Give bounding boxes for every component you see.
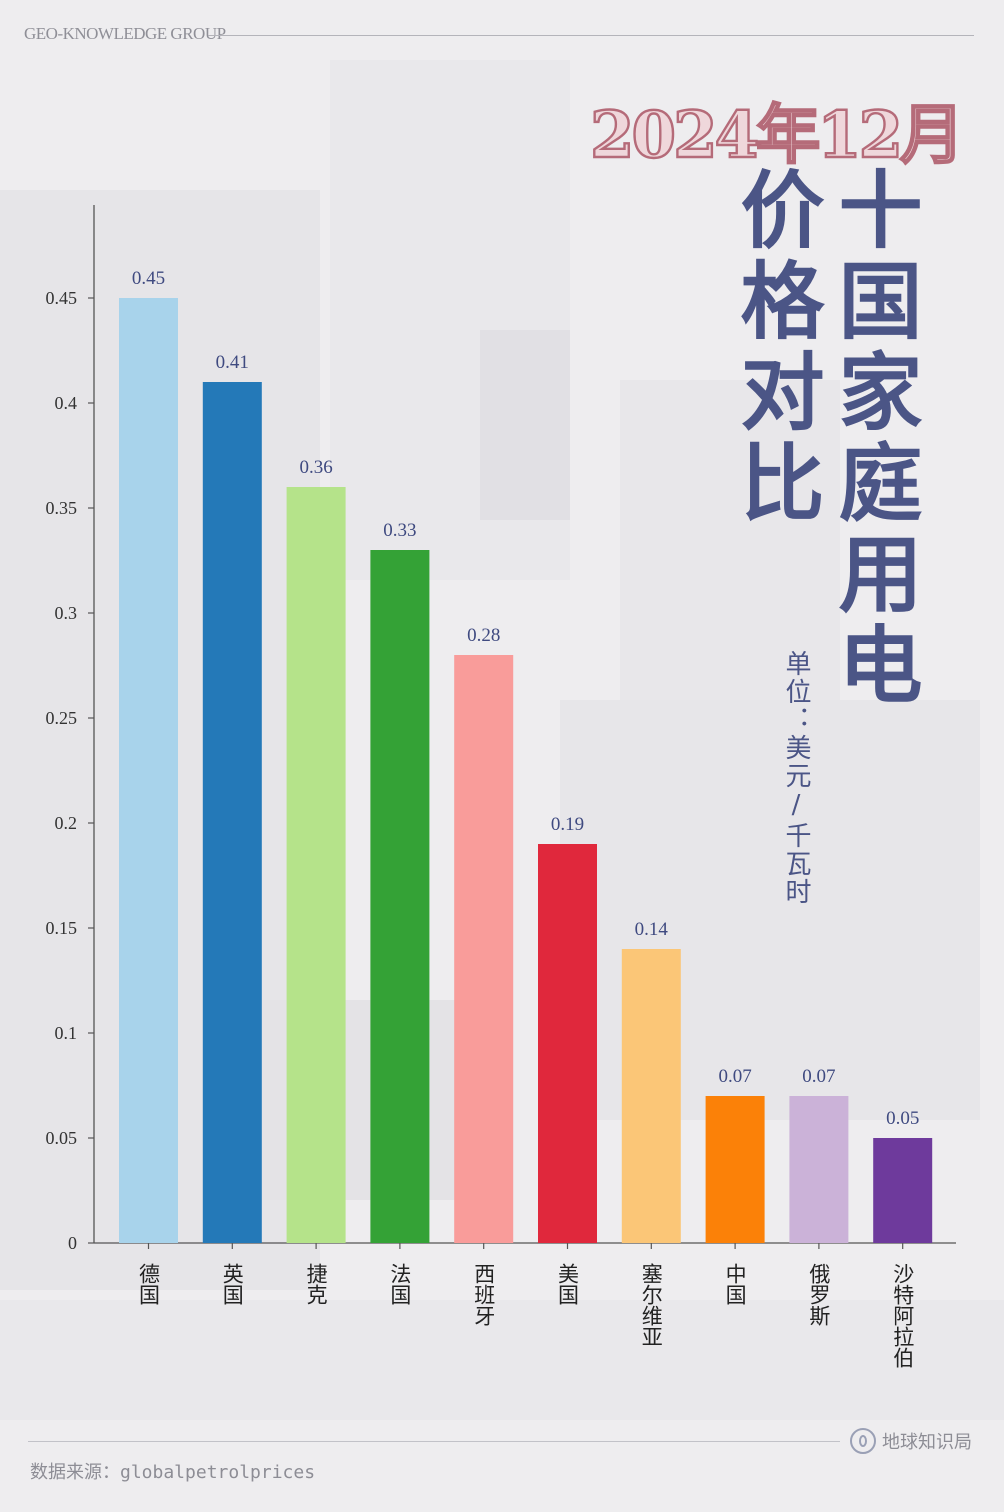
x-tick-label: 俄罗斯	[807, 1263, 831, 1326]
top-divider	[208, 35, 974, 36]
y-tick-label: 0.4	[55, 393, 78, 413]
bar-value-label: 0.41	[216, 352, 249, 373]
bar-value-label: 0.28	[467, 625, 500, 646]
y-tick-label: 0.2	[55, 813, 78, 833]
y-tick-label: 0	[68, 1233, 77, 1253]
x-tick-label: 中国	[723, 1263, 747, 1305]
y-tick-label: 0.1	[55, 1023, 78, 1043]
bar-value-label: 0.45	[132, 268, 165, 289]
data-source: 数据来源：globalpetrolprices	[30, 1462, 316, 1483]
y-tick-label: 0.3	[55, 603, 78, 623]
bar	[538, 844, 597, 1243]
bar	[873, 1138, 933, 1243]
bar	[454, 655, 514, 1243]
bottom-divider	[28, 1441, 840, 1442]
x-tick-label: 美国	[556, 1263, 580, 1305]
x-tick-label: 西班牙	[472, 1263, 496, 1326]
bar-value-label: 0.33	[383, 520, 416, 541]
x-tick-label: 沙特阿拉伯	[891, 1263, 915, 1368]
x-tick-label: 捷克	[304, 1263, 328, 1305]
bar	[789, 1096, 849, 1243]
logo-text: 地球知识局	[882, 1432, 972, 1453]
date-title: 2024年12月	[589, 97, 966, 174]
bar	[621, 949, 681, 1243]
bar-value-label: 0.19	[551, 814, 584, 835]
bar-value-label: 0.07	[718, 1066, 751, 1087]
y-tick-label: 0.35	[46, 498, 78, 518]
bar	[286, 487, 346, 1243]
bar	[370, 550, 430, 1243]
chart-title-part-1: 十国家庭用电	[825, 166, 923, 712]
unit-label: 单位：美元/千瓦时	[781, 650, 811, 906]
bar	[119, 298, 178, 1243]
globe-icon	[850, 1428, 876, 1454]
bar-value-label: 0.36	[299, 457, 332, 478]
bar	[705, 1096, 765, 1243]
bar-value-label: 0.05	[886, 1108, 919, 1129]
brand-logo: 地球知识局	[850, 1428, 972, 1454]
bar-value-label: 0.07	[802, 1066, 835, 1087]
x-tick-label: 英国	[220, 1263, 244, 1305]
y-tick-label: 0.45	[46, 288, 78, 308]
bar	[202, 382, 262, 1243]
x-tick-label: 德国	[137, 1263, 161, 1305]
brand-name: GEO-KNOWLEDGE GROUP	[24, 24, 226, 43]
x-tick-label: 塞尔维亚	[639, 1263, 663, 1347]
bar-value-label: 0.14	[635, 919, 669, 940]
x-tick-label: 法国	[388, 1263, 412, 1305]
chart-title-part-2: 价格对比	[727, 166, 825, 530]
y-tick-label: 0.25	[46, 708, 78, 728]
y-tick-label: 0.15	[46, 918, 78, 938]
y-tick-label: 0.05	[46, 1128, 78, 1148]
